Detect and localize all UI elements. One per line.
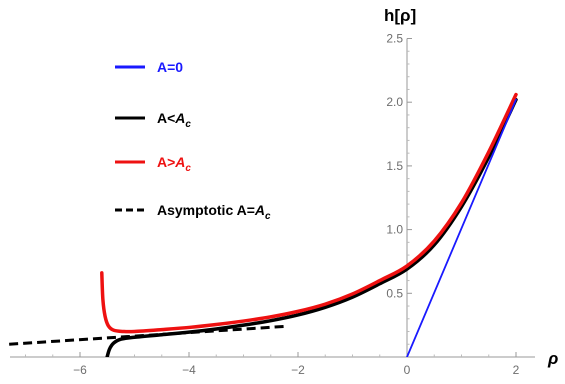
x-tick-label: −4 [182, 363, 196, 377]
x-tick-label: 2 [513, 363, 520, 377]
series-layer [9, 92, 518, 357]
series-line-a-ac [100, 92, 518, 334]
axes: −6 −4 −2 0 2 0.5 1.0 1.5 2.0 2.5 ρ h[ρ] [10, 6, 558, 377]
legend-label: A=0 [157, 59, 183, 75]
legend-label: A>Ac [157, 154, 191, 174]
y-axis-title: h[ρ] [384, 6, 416, 25]
legend: A=0 A<Ac A>Ac Asymptotic A=Ac [115, 59, 271, 222]
x-axis-title: ρ [547, 349, 558, 368]
y-tick-label: 2.0 [386, 95, 403, 109]
legend-item: A=0 [115, 59, 183, 75]
x-tick-label: −6 [73, 363, 87, 377]
y-tick-label: 2.5 [386, 32, 403, 46]
y-tick-label: 1.5 [386, 159, 403, 173]
x-tick-label: −2 [291, 363, 305, 377]
y-tick-label: 0.5 [386, 286, 403, 300]
series-line-a-0 [406, 98, 517, 357]
y-tick-label: 1.0 [386, 223, 403, 237]
series-line-a-ac [105, 97, 518, 357]
series-line-asymptotic-a-ac [9, 324, 285, 346]
legend-item: Asymptotic A=Ac [115, 202, 271, 222]
legend-label: A<Ac [157, 110, 191, 130]
x-tick-label: 0 [404, 363, 411, 377]
legend-label: Asymptotic A=Ac [157, 202, 271, 222]
legend-item: A>Ac [115, 154, 191, 174]
legend-item: A<Ac [115, 110, 191, 130]
